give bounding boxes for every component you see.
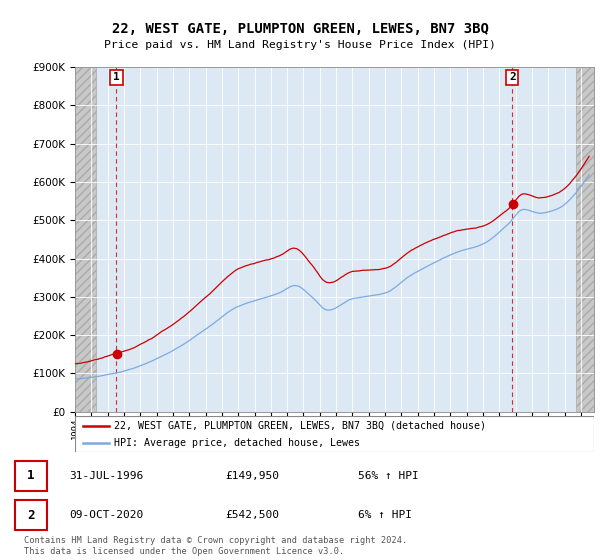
Text: 56% ↑ HPI: 56% ↑ HPI — [358, 471, 418, 481]
Text: 1: 1 — [113, 72, 120, 82]
Text: 1: 1 — [27, 469, 34, 482]
Text: 31-JUL-1996: 31-JUL-1996 — [70, 471, 144, 481]
Text: 2: 2 — [27, 508, 34, 522]
Text: 22, WEST GATE, PLUMPTON GREEN, LEWES, BN7 3BQ: 22, WEST GATE, PLUMPTON GREEN, LEWES, BN… — [112, 22, 488, 36]
Text: 22, WEST GATE, PLUMPTON GREEN, LEWES, BN7 3BQ (detached house): 22, WEST GATE, PLUMPTON GREEN, LEWES, BN… — [114, 421, 486, 431]
Text: £149,950: £149,950 — [225, 471, 279, 481]
Bar — [576, 67, 594, 412]
Text: 6% ↑ HPI: 6% ↑ HPI — [358, 510, 412, 520]
Bar — [15, 461, 47, 491]
Text: HPI: Average price, detached house, Lewes: HPI: Average price, detached house, Lewe… — [114, 438, 360, 448]
Bar — [15, 500, 47, 530]
Bar — [75, 67, 96, 412]
Text: 2: 2 — [509, 72, 515, 82]
Text: Contains HM Land Registry data © Crown copyright and database right 2024.
This d: Contains HM Land Registry data © Crown c… — [24, 536, 407, 556]
Text: £542,500: £542,500 — [225, 510, 279, 520]
Text: Price paid vs. HM Land Registry's House Price Index (HPI): Price paid vs. HM Land Registry's House … — [104, 40, 496, 50]
Text: 09-OCT-2020: 09-OCT-2020 — [70, 510, 144, 520]
